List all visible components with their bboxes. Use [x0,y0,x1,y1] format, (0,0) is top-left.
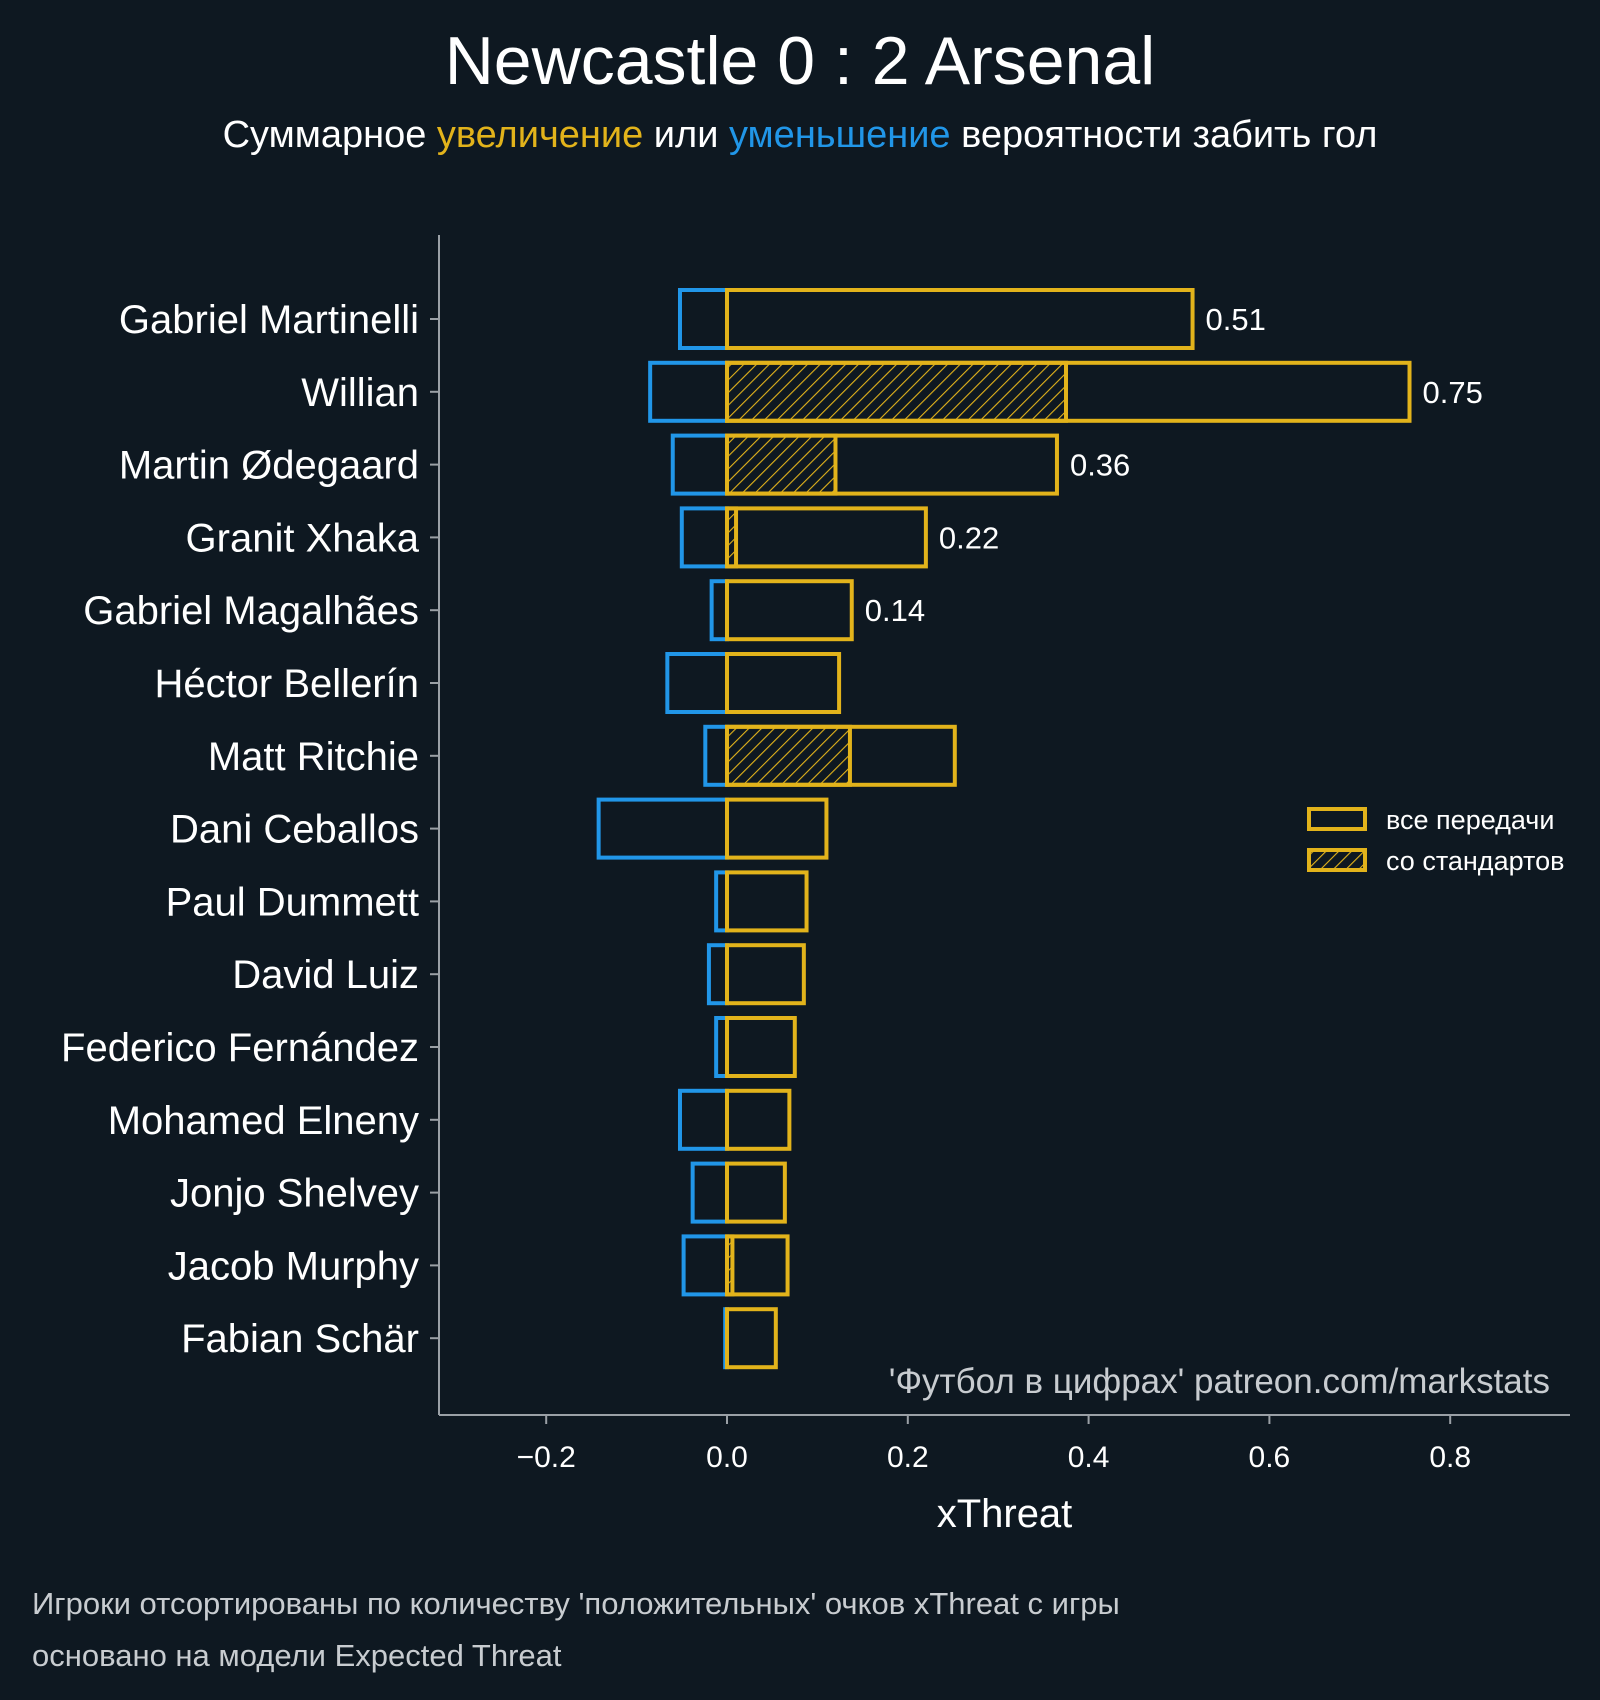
footnote-model: основано на модели Expected Threat [32,1638,562,1673]
bar-negative [677,288,730,350]
subtitle-suffix: вероятности забить гол [950,114,1378,156]
player-label: Jacob Murphy [168,1244,419,1288]
labels: 0.51 0.75 0.36 0.22 0.14 [865,302,1483,628]
value-label: 0.14 [865,593,925,628]
bar-all-passes [725,652,842,714]
bar-negative [596,797,730,860]
bar-all-passes [725,1088,792,1151]
axes: −0.2 0.0 0.2 0.4 0.6 0.8 xThreat Gabriel Martin… [61,235,1570,1536]
bar-all-passes [725,943,806,1006]
value-label: 0.36 [1070,448,1130,483]
bar-all-passes [725,1016,797,1078]
footnotes: Игроки отсортированы по количеству 'поло… [32,1578,1120,1682]
bar-negative [690,1161,730,1224]
x-tick-label: 0.6 [1249,1441,1291,1474]
player-label: Gabriel Martinelli [119,298,419,342]
bar-all-passes [725,288,1195,350]
subtitle-prefix: Суммарное [222,114,437,156]
bars [596,288,1412,1370]
bar-negative [648,360,729,423]
legend-swatch-set-pieces [1307,848,1367,872]
chart-subtitle: Суммарное увеличение или уменьшение веро… [0,114,1600,157]
legend: все передачи со стандартов [1307,805,1564,876]
subtitle-middle: или [643,114,729,156]
x-tick-label: 0.2 [887,1441,929,1474]
bar-all-passes [725,1161,787,1224]
player-label: Fabian Schär [181,1317,419,1361]
bar-negative [703,724,730,787]
value-label: 0.22 [939,520,999,555]
player-label: Willian [301,371,419,415]
player-label: David Luiz [232,953,419,997]
bar-all-passes [725,579,854,642]
player-label: Martin Ødegaard [119,444,419,488]
player-label: Gabriel Magalhães [83,589,419,633]
bar-negative [681,1234,729,1297]
bar-all-passes [725,360,1412,423]
player-label: Jonjo Shelvey [170,1172,419,1216]
x-tick-label: 0.4 [1068,1441,1110,1474]
footnote-sort: Игроки отсортированы по количеству 'поло… [32,1586,1120,1621]
bar-all-passes [725,506,928,569]
legend-label-set-pieces: со стандартов [1386,846,1564,876]
subtitle-decrease: уменьшение [728,114,951,156]
chart-title: Newcastle 0 : 2 Arsenal [444,23,1156,99]
bar-set-pieces [725,360,1068,423]
bar-set-pieces [725,433,838,496]
player-label: Mohamed Elneny [108,1099,419,1143]
player-label: Granit Xhaka [186,516,420,560]
watermark: 'Футбол в цифрах' patreon.com/markstats [889,1362,1550,1401]
player-label: Matt Ritchie [208,735,419,779]
value-label: 0.75 [1423,375,1483,410]
x-tick-label: 0.8 [1429,1441,1471,1474]
bar-all-passes [725,797,829,860]
bar-all-passes [725,1307,778,1370]
bar-all-passes [725,1234,790,1297]
player-label: Dani Ceballos [170,808,419,852]
player-label: Héctor Bellerín [154,662,419,706]
x-tick-label: 0.0 [706,1441,748,1474]
x-axis-label: xThreat [937,1492,1073,1536]
x-tick-label: −0.2 [517,1441,576,1474]
bar-negative [670,433,730,496]
legend-label-all-passes: все передачи [1386,805,1554,835]
value-label: 0.51 [1206,302,1266,337]
player-label: Paul Dummett [166,880,419,924]
bar-negative [709,579,730,642]
bar-all-passes [725,870,809,933]
legend-swatch-all-passes [1307,807,1367,831]
bar-negative [679,506,729,569]
bar-all-passes [725,724,957,787]
player-label: Federico Fernández [61,1026,419,1070]
bar-negative [706,943,729,1006]
bar-negative [665,652,729,714]
subtitle-increase: увеличение [436,114,644,156]
bar-set-pieces [725,724,852,787]
bar-negative [677,1088,730,1151]
bar-all-passes [725,433,1059,496]
